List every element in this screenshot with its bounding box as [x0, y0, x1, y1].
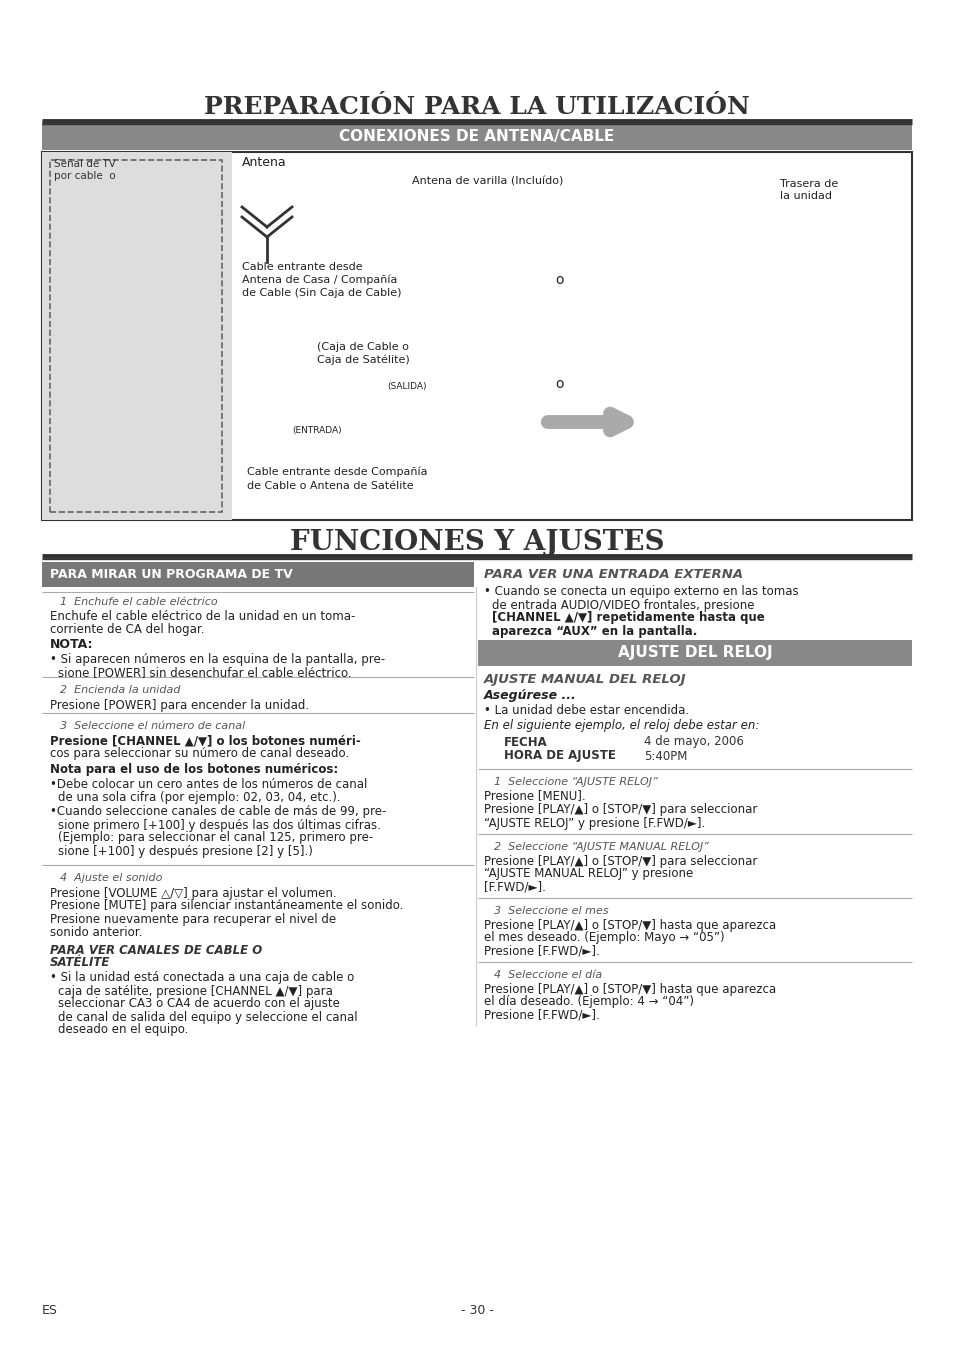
- Text: (ENTRADA): (ENTRADA): [292, 426, 341, 435]
- Text: seleccionar CA3 o CA4 de acuerdo con el ajuste: seleccionar CA3 o CA4 de acuerdo con el …: [58, 997, 339, 1011]
- Text: Antena: Antena: [242, 155, 286, 169]
- Text: Presione [F.FWD/►].: Presione [F.FWD/►].: [483, 1008, 599, 1021]
- Text: Asegúrese ...: Asegúrese ...: [483, 689, 577, 703]
- Text: •Debe colocar un cero antes de los números de canal: •Debe colocar un cero antes de los númer…: [50, 777, 367, 790]
- Text: 2  Encienda la unidad: 2 Encienda la unidad: [60, 685, 180, 694]
- Text: de Cable (Sin Caja de Cable): de Cable (Sin Caja de Cable): [242, 288, 401, 299]
- Text: Presione [PLAY/▲] o [STOP/▼] hasta que aparezca: Presione [PLAY/▲] o [STOP/▼] hasta que a…: [483, 982, 776, 996]
- Bar: [42, 153, 911, 520]
- Text: Nota para el uso de los botones numéricos:: Nota para el uso de los botones numérico…: [50, 762, 338, 775]
- Text: • La unidad debe estar encendida.: • La unidad debe estar encendida.: [483, 704, 688, 717]
- Text: (Caja de Cable o: (Caja de Cable o: [316, 342, 409, 353]
- Text: Antena de Casa / Compañía: Antena de Casa / Compañía: [242, 274, 397, 285]
- Text: • Si la unidad está conectada a una caja de cable o: • Si la unidad está conectada a una caja…: [50, 971, 354, 985]
- Bar: [50, 159, 222, 512]
- Text: sione [+100] y después presione [2] y [5].): sione [+100] y después presione [2] y [5…: [58, 844, 313, 858]
- Text: En el siguiente ejemplo, el reloj debe estar en:: En el siguiente ejemplo, el reloj debe e…: [483, 720, 759, 732]
- Text: sione primero [+100] y después las dos últimas cifras.: sione primero [+100] y después las dos ú…: [58, 819, 380, 831]
- Text: [CHANNEL ▲/▼] repetidamente hasta que: [CHANNEL ▲/▼] repetidamente hasta que: [492, 612, 764, 624]
- Text: el mes deseado. (Ejemplo: Mayo → “05”): el mes deseado. (Ejemplo: Mayo → “05”): [483, 931, 724, 944]
- Text: de una sola cifra (por ejemplo: 02, 03, 04, etc.).: de una sola cifra (por ejemplo: 02, 03, …: [58, 790, 340, 804]
- Text: 3  Seleccione el mes: 3 Seleccione el mes: [494, 907, 608, 916]
- Text: - 30 -: - 30 -: [460, 1304, 493, 1316]
- Text: corriente de CA del hogar.: corriente de CA del hogar.: [50, 624, 204, 636]
- Text: aparezca “AUX” en la pantalla.: aparezca “AUX” en la pantalla.: [492, 624, 697, 638]
- Text: FUNCIONES Y AJUSTES: FUNCIONES Y AJUSTES: [290, 530, 663, 557]
- Text: 2  Seleccione “AJUSTE MANUAL RELOJ”: 2 Seleccione “AJUSTE MANUAL RELOJ”: [494, 842, 708, 852]
- Text: sonido anterior.: sonido anterior.: [50, 925, 142, 939]
- Text: el día deseado. (Ejemplo: 4 → “04”): el día deseado. (Ejemplo: 4 → “04”): [483, 996, 693, 1008]
- Text: SATÉLITE: SATÉLITE: [50, 957, 111, 970]
- Text: o: o: [556, 273, 563, 286]
- Text: “AJUSTE MANUAL RELOJ” y presione: “AJUSTE MANUAL RELOJ” y presione: [483, 867, 693, 881]
- Text: Presione nuevamente para recuperar el nivel de: Presione nuevamente para recuperar el ni…: [50, 912, 335, 925]
- Bar: [42, 153, 232, 520]
- Text: PARA MIRAR UN PROGRAMA DE TV: PARA MIRAR UN PROGRAMA DE TV: [50, 567, 293, 581]
- Text: •Cuando seleccione canales de cable de más de 99, pre-: •Cuando seleccione canales de cable de m…: [50, 805, 386, 819]
- Text: PARA VER CANALES DE CABLE O: PARA VER CANALES DE CABLE O: [50, 943, 262, 957]
- Text: Presione [POWER] para encender la unidad.: Presione [POWER] para encender la unidad…: [50, 698, 309, 712]
- Text: Presione [MUTE] para silenciar instantáneamente el sonido.: Presione [MUTE] para silenciar instantán…: [50, 900, 403, 912]
- Text: o: o: [556, 377, 563, 390]
- Text: 5:40PM: 5:40PM: [643, 750, 687, 762]
- Text: ES: ES: [42, 1304, 58, 1316]
- Text: 4  Seleccione el día: 4 Seleccione el día: [494, 970, 601, 979]
- Text: Presione [PLAY/▲] o [STOP/▼] para seleccionar: Presione [PLAY/▲] o [STOP/▼] para selecc…: [483, 804, 757, 816]
- Text: 3  Seleccione el número de canal: 3 Seleccione el número de canal: [60, 721, 245, 731]
- Text: 1  Enchufe el cable eléctrico: 1 Enchufe el cable eléctrico: [60, 597, 217, 607]
- Text: [F.FWD/►].: [F.FWD/►].: [483, 881, 545, 893]
- Text: Cable entrante desde Compañía: Cable entrante desde Compañía: [247, 466, 427, 477]
- Text: la unidad: la unidad: [780, 190, 831, 201]
- Text: sione [POWER] sin desenchufar el cable eléctrico.: sione [POWER] sin desenchufar el cable e…: [58, 666, 352, 680]
- Text: • Si aparecen números en la esquina de la pantalla, pre-: • Si aparecen números en la esquina de l…: [50, 654, 385, 666]
- Text: 1  Seleccione “AJUSTE RELOJ”: 1 Seleccione “AJUSTE RELOJ”: [494, 777, 657, 788]
- Text: (Ejemplo: para seleccionar el canal 125, primero pre-: (Ejemplo: para seleccionar el canal 125,…: [58, 831, 373, 844]
- Text: de canal de salida del equipo y seleccione el canal: de canal de salida del equipo y seleccio…: [58, 1011, 357, 1024]
- Text: “AJUSTE RELOJ” y presione [F.FWD/►].: “AJUSTE RELOJ” y presione [F.FWD/►].: [483, 816, 704, 830]
- Bar: [42, 562, 474, 586]
- Text: Presione [MENU].: Presione [MENU].: [483, 789, 585, 802]
- Text: PREPARACIÓN PARA LA UTILIZACIÓN: PREPARACIÓN PARA LA UTILIZACIÓN: [204, 95, 749, 119]
- Text: Presione [PLAY/▲] o [STOP/▼] para seleccionar: Presione [PLAY/▲] o [STOP/▼] para selecc…: [483, 854, 757, 867]
- Text: Señal de TV: Señal de TV: [54, 159, 115, 169]
- Bar: [477, 640, 911, 666]
- Text: FECHA: FECHA: [503, 735, 547, 748]
- Bar: [42, 122, 911, 150]
- Text: Presione [CHANNEL ▲/▼] o los botones numéri-: Presione [CHANNEL ▲/▼] o los botones num…: [50, 735, 360, 747]
- Text: de Cable o Antena de Satélite: de Cable o Antena de Satélite: [247, 481, 414, 490]
- Text: • Cuando se conecta un equipo externo en las tomas: • Cuando se conecta un equipo externo en…: [483, 585, 798, 598]
- Text: Presione [F.FWD/►].: Presione [F.FWD/►].: [483, 944, 599, 958]
- Text: PARA VER UNA ENTRADA EXTERNA: PARA VER UNA ENTRADA EXTERNA: [483, 567, 742, 581]
- Text: AJUSTE MANUAL DEL RELOJ: AJUSTE MANUAL DEL RELOJ: [483, 674, 686, 686]
- Text: cos para seleccionar su número de canal deseado.: cos para seleccionar su número de canal …: [50, 747, 349, 761]
- Text: caja de satélite, presione [CHANNEL ▲/▼] para: caja de satélite, presione [CHANNEL ▲/▼]…: [58, 985, 333, 997]
- Text: Enchufe el cable eléctrico de la unidad en un toma-: Enchufe el cable eléctrico de la unidad …: [50, 611, 355, 624]
- Text: HORA DE AJUSTE: HORA DE AJUSTE: [503, 750, 616, 762]
- Text: Antena de varilla (Incluído): Antena de varilla (Incluído): [412, 177, 563, 186]
- Text: de entrada AUDIO/VIDEO frontales, presione: de entrada AUDIO/VIDEO frontales, presio…: [492, 598, 754, 612]
- Text: por cable  o: por cable o: [54, 172, 115, 181]
- Text: 4 de mayo, 2006: 4 de mayo, 2006: [643, 735, 743, 748]
- Text: Presione [PLAY/▲] o [STOP/▼] hasta que aparezca: Presione [PLAY/▲] o [STOP/▼] hasta que a…: [483, 919, 776, 931]
- Text: deseado en el equipo.: deseado en el equipo.: [58, 1024, 188, 1036]
- Text: CONEXIONES DE ANTENA/CABLE: CONEXIONES DE ANTENA/CABLE: [339, 128, 614, 143]
- Text: AJUSTE DEL RELOJ: AJUSTE DEL RELOJ: [617, 646, 772, 661]
- Text: Caja de Satélite): Caja de Satélite): [316, 355, 410, 365]
- Text: (SALIDA): (SALIDA): [387, 382, 426, 392]
- Text: 4  Ajuste el sonido: 4 Ajuste el sonido: [60, 873, 162, 884]
- Text: NOTA:: NOTA:: [50, 639, 93, 651]
- Text: Cable entrante desde: Cable entrante desde: [242, 262, 362, 272]
- Text: Presione [VOLUME △/▽] para ajustar el volumen.: Presione [VOLUME △/▽] para ajustar el vo…: [50, 886, 336, 900]
- Text: Trasera de: Trasera de: [780, 178, 838, 189]
